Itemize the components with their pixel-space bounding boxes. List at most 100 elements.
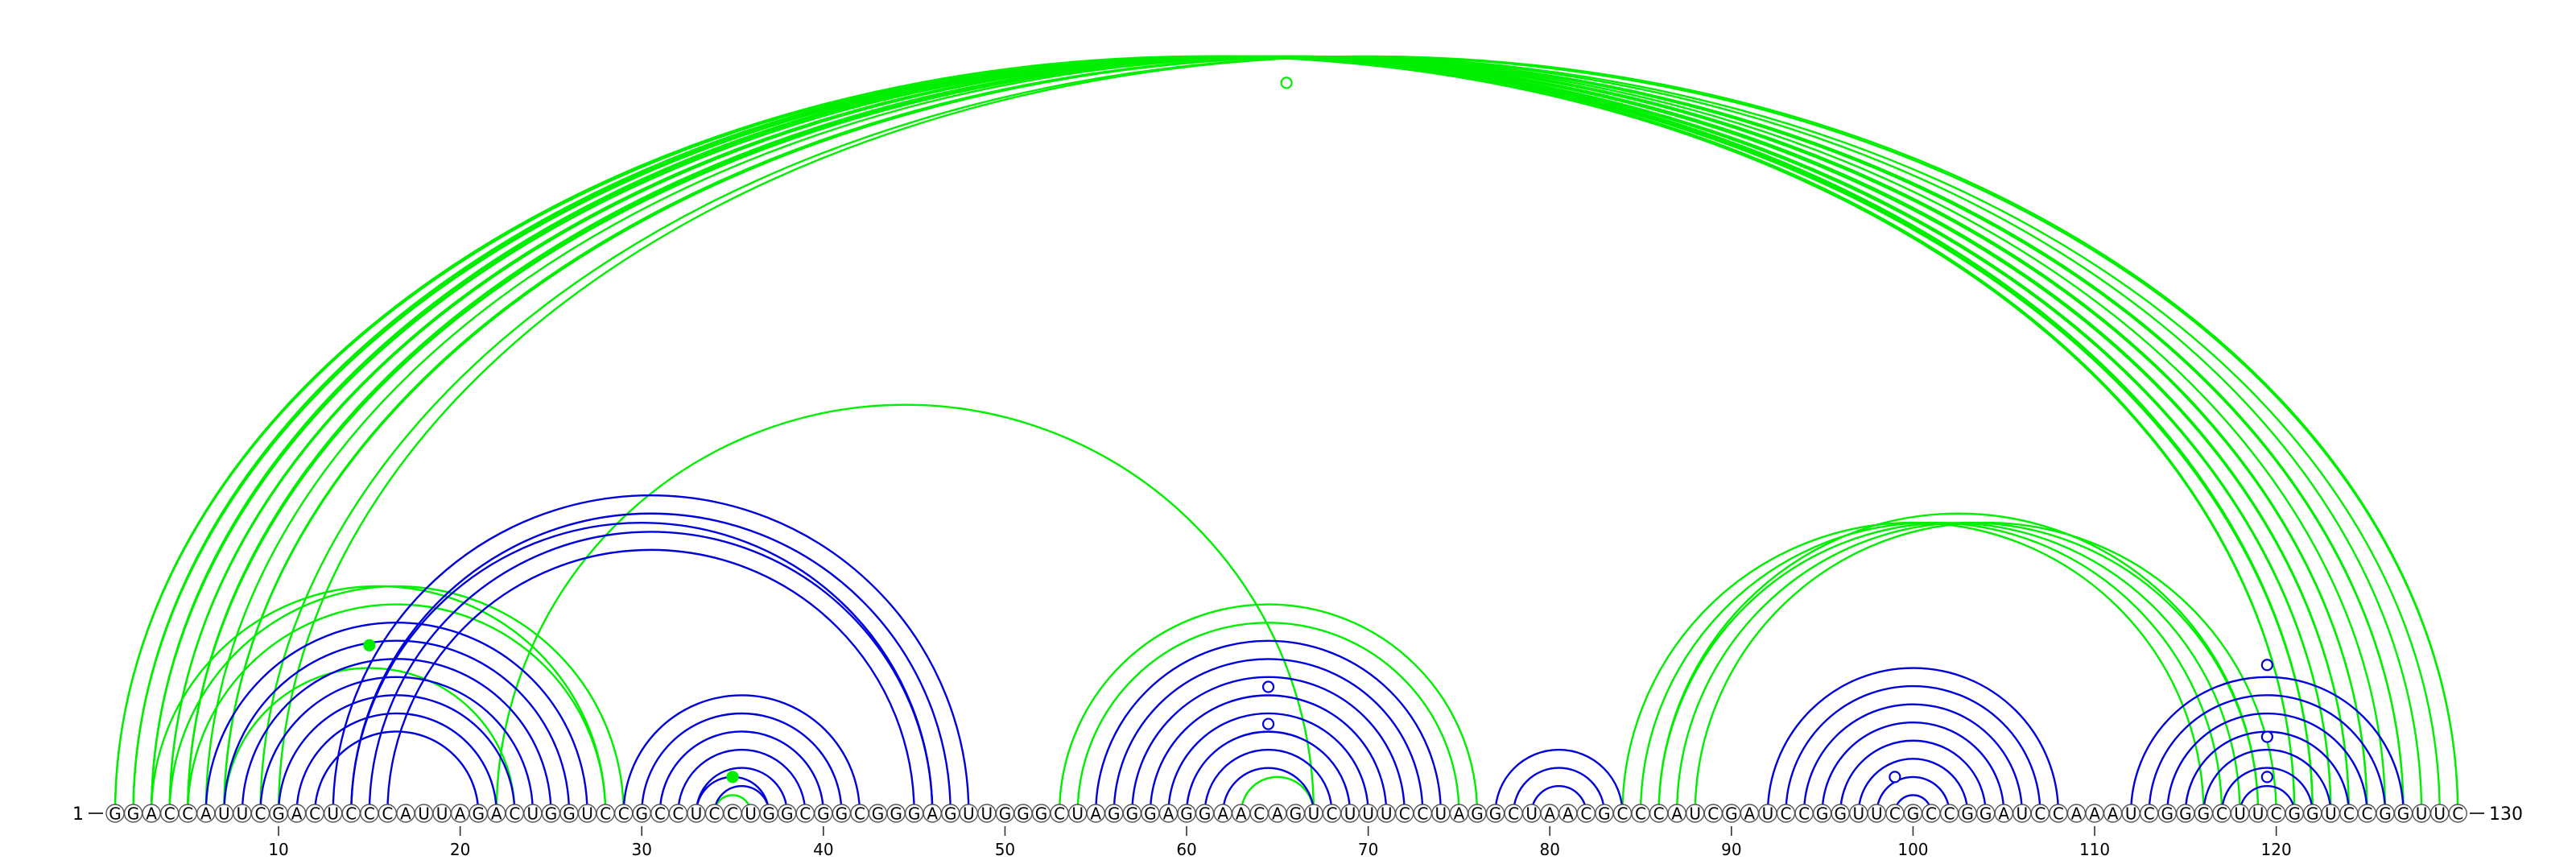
arc-noncanonical-5-127 bbox=[187, 55, 2405, 814]
base-letter: G bbox=[908, 804, 921, 824]
base-letter: A bbox=[2071, 804, 2083, 824]
base-letter: C bbox=[309, 804, 320, 824]
base-letter: G bbox=[2288, 804, 2301, 824]
base-47: G bbox=[941, 804, 960, 824]
base-letter: G bbox=[109, 804, 122, 824]
base-117: C bbox=[2212, 804, 2231, 824]
base-letter: A bbox=[1217, 804, 1228, 824]
arc-noncanonical-10-130 bbox=[277, 55, 2459, 814]
arc-canonical-11-22 bbox=[295, 712, 497, 814]
base-letter: U bbox=[981, 804, 993, 824]
base-104: G bbox=[1975, 804, 1996, 824]
open-marker-7 bbox=[2260, 659, 2273, 672]
base-73: C bbox=[1413, 804, 1433, 824]
base-102: C bbox=[1939, 804, 1959, 824]
base-108: C bbox=[2049, 804, 2068, 824]
base-75: A bbox=[1449, 804, 1469, 824]
base-letter: C bbox=[1944, 804, 1955, 824]
base-74: U bbox=[1431, 804, 1451, 824]
arc-noncanonical-88-120 bbox=[1694, 521, 2277, 814]
base-letter: G bbox=[1035, 804, 1048, 824]
base-61: G bbox=[1195, 804, 1215, 824]
base-30: G bbox=[632, 804, 651, 824]
base-letter: A bbox=[1454, 804, 1465, 824]
base-letter: U bbox=[963, 804, 975, 824]
open-marker-5 bbox=[1261, 717, 1275, 730]
base-96: G bbox=[1831, 804, 1850, 824]
base-letter: C bbox=[1889, 804, 1901, 824]
base-39: C bbox=[795, 804, 815, 824]
base-letter: C bbox=[854, 804, 865, 824]
base-letter: C bbox=[1798, 804, 1810, 824]
base-letter: G bbox=[1199, 804, 1212, 824]
base-87: A bbox=[1667, 804, 1686, 824]
arc-canonical-15-46 bbox=[368, 531, 934, 814]
base-72: C bbox=[1395, 804, 1414, 824]
base-letter: G bbox=[836, 804, 848, 824]
tick-label-80: 80 bbox=[1540, 840, 1560, 857]
arc-noncanonical-1-121 bbox=[114, 55, 2296, 814]
base-26: G bbox=[559, 804, 579, 824]
base-letter: G bbox=[1979, 804, 1992, 824]
arc-canonical-16-45 bbox=[386, 548, 915, 814]
base-78: C bbox=[1504, 804, 1523, 824]
base-14: C bbox=[341, 804, 361, 824]
base-letter: C bbox=[1054, 804, 1065, 824]
base-8: U bbox=[233, 804, 252, 824]
arc-canonical-96-104 bbox=[1839, 739, 1987, 814]
base-12: C bbox=[305, 804, 324, 824]
base-letter: C bbox=[2452, 804, 2463, 824]
base-letter: U bbox=[581, 804, 593, 824]
base-69: U bbox=[1340, 804, 1360, 824]
tick-label-30: 30 bbox=[632, 840, 652, 857]
base-80: A bbox=[1540, 804, 1559, 824]
base-letter: G bbox=[2198, 804, 2211, 824]
base-letter: A bbox=[1998, 804, 2009, 824]
base-100: G bbox=[1903, 804, 1923, 824]
base-letter: U bbox=[1308, 804, 1320, 824]
base-letter: A bbox=[200, 804, 212, 824]
base-letter: G bbox=[1961, 804, 1974, 824]
arc-canonical-13-48 bbox=[332, 494, 970, 814]
arc-canonical-78-83 bbox=[1512, 767, 1606, 814]
base-121: G bbox=[2285, 804, 2304, 824]
base-106: U bbox=[2013, 804, 2032, 824]
base-letter: C bbox=[654, 804, 666, 824]
arc-canonical-55-74 bbox=[1095, 639, 1443, 814]
base-119: U bbox=[2248, 804, 2268, 824]
open-marker-8 bbox=[2260, 730, 2273, 743]
base-letter: C bbox=[364, 804, 375, 824]
base-17: A bbox=[396, 804, 415, 824]
base-letter: C bbox=[2216, 804, 2227, 824]
base-93: C bbox=[1776, 804, 1796, 824]
base-68: C bbox=[1322, 804, 1342, 824]
base-letter: U bbox=[418, 804, 430, 824]
base-letter: U bbox=[2234, 804, 2246, 824]
base-letter: C bbox=[1635, 804, 1646, 824]
base-letter: A bbox=[1671, 804, 1682, 824]
base-letter: A bbox=[1163, 804, 1174, 824]
base-letter: G bbox=[781, 804, 794, 824]
base-letter: C bbox=[1399, 804, 1410, 824]
arc-canonical-114-125 bbox=[2166, 712, 2368, 814]
arc-noncanonical-5-126 bbox=[187, 55, 2387, 814]
base-64: C bbox=[1249, 804, 1269, 824]
base-letter: U bbox=[1071, 804, 1084, 824]
base-letter: A bbox=[400, 804, 411, 824]
base-50: G bbox=[995, 804, 1015, 824]
base-84: C bbox=[1612, 804, 1633, 824]
base-7: U bbox=[214, 804, 234, 824]
base-letter: G bbox=[1108, 804, 1121, 824]
base-58: G bbox=[1141, 804, 1160, 824]
open-marker-1 bbox=[1280, 76, 1293, 89]
arc-canonical-31-40 bbox=[658, 730, 825, 814]
arc-noncanonical-1-122 bbox=[114, 55, 2314, 814]
base-letter: G bbox=[1290, 804, 1302, 824]
base-77: G bbox=[1485, 804, 1505, 824]
base-letter: G bbox=[1126, 804, 1139, 824]
base-125: C bbox=[2357, 804, 2377, 824]
base-letter: C bbox=[254, 804, 266, 824]
base-16: C bbox=[378, 804, 398, 824]
arc-canonical-92-108 bbox=[1766, 667, 2060, 814]
